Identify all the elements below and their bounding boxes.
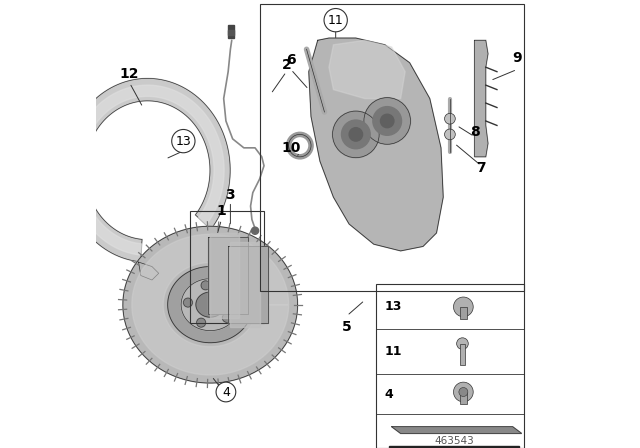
Circle shape	[454, 297, 473, 317]
Polygon shape	[329, 40, 405, 99]
Text: 4: 4	[384, 388, 393, 401]
Polygon shape	[475, 40, 488, 157]
Circle shape	[459, 388, 468, 396]
Circle shape	[184, 298, 193, 307]
Polygon shape	[168, 267, 253, 343]
Circle shape	[445, 113, 455, 124]
Circle shape	[445, 129, 455, 140]
Text: 9: 9	[512, 51, 522, 65]
Circle shape	[252, 227, 259, 234]
Text: 463543: 463543	[435, 436, 474, 446]
Polygon shape	[208, 237, 248, 314]
Polygon shape	[210, 233, 239, 318]
Text: 10: 10	[281, 141, 301, 155]
Polygon shape	[139, 262, 159, 280]
Polygon shape	[181, 279, 239, 331]
Bar	[460, 344, 465, 365]
Bar	[460, 307, 467, 319]
Circle shape	[201, 281, 210, 290]
Polygon shape	[123, 226, 298, 383]
Text: 11: 11	[328, 13, 344, 27]
Text: 13: 13	[175, 134, 191, 148]
Circle shape	[454, 382, 473, 402]
Polygon shape	[65, 78, 230, 262]
Circle shape	[225, 290, 234, 299]
Circle shape	[172, 129, 195, 153]
Polygon shape	[71, 85, 224, 255]
Circle shape	[216, 382, 236, 402]
Bar	[228, 25, 234, 38]
Polygon shape	[196, 292, 225, 317]
Polygon shape	[309, 38, 443, 251]
Text: 11: 11	[384, 345, 401, 358]
Circle shape	[223, 313, 232, 322]
Circle shape	[373, 107, 401, 135]
Circle shape	[380, 114, 394, 128]
Polygon shape	[132, 234, 289, 375]
Text: 3: 3	[225, 188, 236, 202]
Text: 1: 1	[216, 203, 227, 218]
Circle shape	[364, 98, 410, 144]
Text: 6: 6	[286, 53, 296, 68]
Bar	[460, 392, 467, 404]
Circle shape	[324, 9, 348, 32]
Text: 8: 8	[470, 125, 479, 139]
Text: 12: 12	[120, 67, 140, 81]
Polygon shape	[230, 242, 260, 327]
Circle shape	[349, 128, 362, 141]
Circle shape	[196, 318, 205, 327]
Polygon shape	[389, 446, 520, 448]
Text: 4: 4	[222, 385, 230, 399]
Bar	[376, 284, 524, 448]
Polygon shape	[228, 246, 269, 323]
Text: 13: 13	[384, 300, 401, 314]
Text: 5: 5	[342, 320, 352, 334]
Polygon shape	[392, 426, 522, 434]
Circle shape	[333, 111, 379, 158]
Text: 7: 7	[476, 161, 486, 175]
Circle shape	[457, 338, 468, 349]
Bar	[228, 30, 234, 35]
Bar	[260, 4, 524, 291]
Bar	[190, 211, 264, 323]
Circle shape	[342, 120, 370, 149]
Text: 2: 2	[282, 58, 291, 72]
